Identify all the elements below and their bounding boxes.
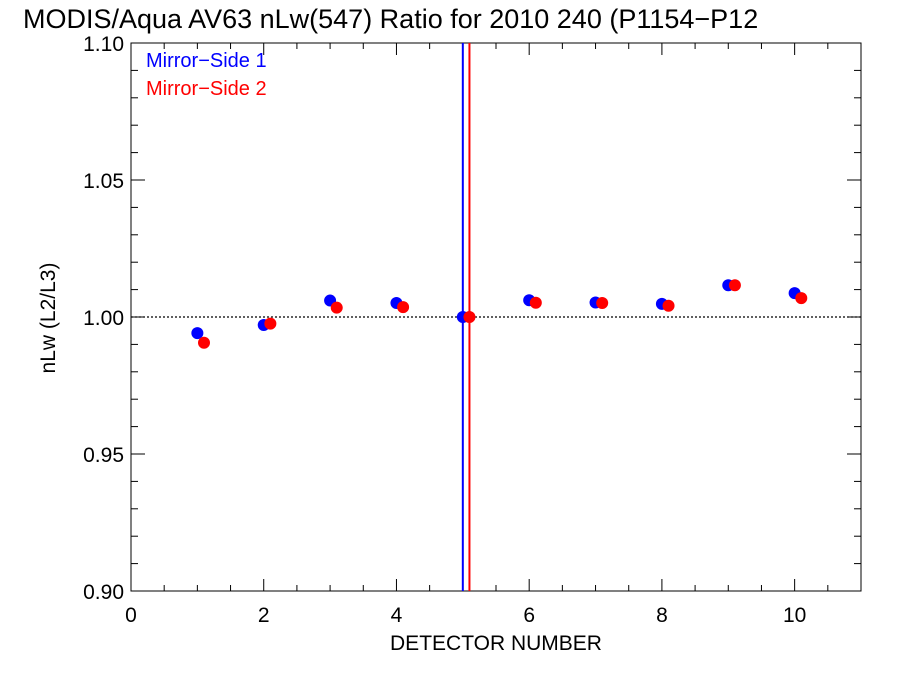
y-tick-label: 0.95 [83, 444, 124, 467]
point-series-2 [662, 299, 675, 312]
x-tick-label: 4 [391, 604, 403, 627]
x-tick-label: 0 [125, 604, 137, 627]
point-series-2 [463, 311, 476, 323]
y-tick-label: 1.00 [83, 307, 124, 330]
point-series-2 [795, 292, 808, 305]
legend-mirror-side-1: Mirror−Side 1 [146, 50, 267, 72]
point-series-2 [198, 336, 210, 349]
x-tick-label: 8 [656, 604, 668, 627]
x-tick-label: 2 [258, 604, 270, 627]
point-series-2 [596, 297, 609, 310]
point-series-2 [330, 301, 343, 314]
y-axis-label: nLw (L2/L3) [37, 263, 60, 374]
x-tick-label: 6 [523, 604, 535, 627]
legend-mirror-side-2: Mirror−Side 2 [146, 78, 267, 100]
point-series-2 [397, 301, 410, 314]
x-tick-label: 10 [783, 604, 806, 627]
y-tick-label: 1.05 [83, 170, 124, 193]
point-series-2 [728, 279, 741, 292]
x-axis-label: DETECTOR NUMBER [390, 632, 602, 655]
point-series-2 [529, 296, 542, 309]
point-series-2 [264, 317, 277, 330]
y-tick-label: 0.90 [83, 581, 124, 604]
point-series-1 [191, 327, 204, 340]
chart-title: MODIS/Aqua AV63 nLw(547) Ratio for 2010 … [23, 4, 758, 34]
y-tick-label: 1.10 [83, 33, 124, 56]
